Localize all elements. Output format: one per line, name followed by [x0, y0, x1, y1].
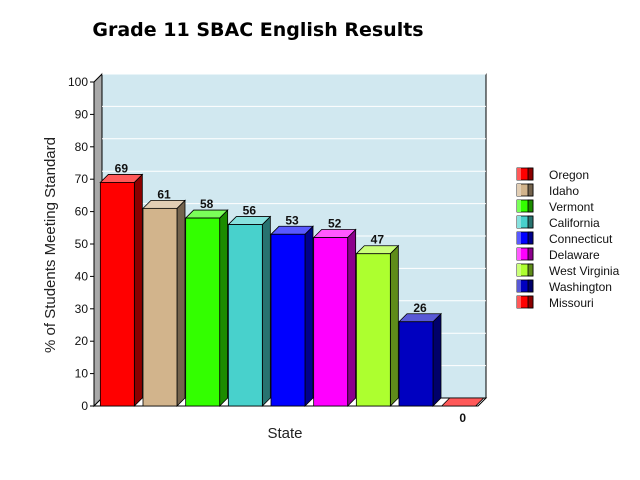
legend-item: Idaho [516, 183, 579, 198]
legend-item: West Virginia [516, 263, 620, 278]
y-tick-label: 40 [75, 269, 89, 283]
bar-front [313, 237, 349, 407]
legend-label: Delaware [549, 248, 600, 262]
bar-front [99, 182, 135, 407]
bar-top [440, 397, 485, 407]
bar-missouri [440, 397, 485, 407]
legend-label: Idaho [549, 184, 579, 198]
bar-side [176, 199, 186, 407]
legend-swatch-side [527, 183, 534, 197]
bar-top [312, 229, 357, 238]
legend-swatch-highlight [517, 248, 521, 260]
y-tick-label: 100 [68, 75, 88, 89]
chart-title: Grade 11 SBAC English Results [92, 19, 423, 41]
legend-swatch-highlight [517, 216, 521, 228]
bar-top [142, 199, 186, 209]
legend-item: Missouri [516, 295, 594, 310]
legend-item: Washington [516, 279, 612, 294]
legend-item: California [516, 215, 600, 230]
data-label: 58 [200, 197, 214, 211]
legend: Oregon Idaho Vermont California Connecticut D… [516, 167, 620, 310]
y-tick-label: 90 [75, 107, 89, 121]
bar-connecticut [270, 225, 314, 407]
data-label: 56 [243, 204, 257, 218]
data-label: 52 [328, 217, 342, 231]
legend-swatch-highlight [517, 168, 521, 180]
legend-swatch-highlight [517, 232, 521, 244]
bar-top [227, 216, 272, 225]
bar-side [133, 173, 143, 407]
bar-top [99, 174, 144, 183]
legend-swatch-highlight [517, 296, 521, 308]
legend-swatch-side [527, 295, 534, 309]
bar-side [389, 244, 399, 407]
y-tick-label: 50 [75, 237, 89, 251]
legend-label: Vermont [549, 200, 594, 214]
bars [99, 173, 485, 407]
bar-front [185, 217, 221, 407]
y-tick-label: 80 [75, 140, 89, 154]
legend-item: Vermont [516, 199, 594, 214]
legend-item: Oregon [516, 167, 589, 182]
bar-vermont [184, 209, 229, 407]
bar-side [219, 209, 229, 407]
bar-side [261, 215, 271, 407]
bar-front [270, 233, 306, 407]
y-tick-label: 70 [75, 172, 89, 186]
legend-label: West Virginia [549, 264, 620, 278]
legend-swatch-side [527, 279, 534, 293]
bar-side [347, 228, 357, 407]
legend-item: Delaware [516, 247, 600, 262]
data-labels: 69 61 58 56 53 52 47 26 0 [115, 161, 467, 425]
data-label: 26 [413, 301, 427, 315]
y-tick-label: 10 [75, 367, 89, 381]
legend-swatch-side [527, 247, 534, 261]
y-tick-label: 60 [75, 205, 89, 219]
bar-delaware [312, 228, 357, 407]
bar-oregon [99, 173, 144, 407]
y-ticks: 0 10 20 30 40 50 60 70 80 90 100 [68, 75, 94, 413]
bar-california [227, 215, 272, 407]
bar-idaho [142, 199, 186, 407]
bar-front [227, 224, 263, 407]
data-label: 69 [115, 161, 129, 175]
legend-item: Connecticut [516, 231, 613, 246]
legend-swatch-side [527, 231, 534, 245]
legend-swatch-highlight [517, 280, 521, 292]
legend-swatch-side [527, 199, 534, 213]
legend-swatch-highlight [517, 264, 521, 276]
legend-swatch-highlight [517, 184, 521, 196]
bar-front [142, 207, 178, 407]
bar-side [432, 312, 442, 407]
legend-swatch-highlight [517, 200, 521, 212]
bar-top [398, 313, 442, 323]
legend-label: California [549, 216, 600, 230]
legend-label: Connecticut [549, 232, 613, 246]
bar-washington [398, 312, 442, 407]
bar-top [270, 225, 314, 235]
bar-west-virginia [355, 244, 400, 407]
legend-label: Washington [549, 280, 612, 294]
legend-label: Oregon [549, 168, 589, 182]
y-axis-label: % of Students Meeting Standard [42, 137, 59, 353]
legend-swatch-side [527, 215, 534, 229]
data-label: 47 [371, 233, 385, 247]
legend-swatch-side [527, 167, 534, 181]
y-tick-label: 20 [75, 334, 89, 348]
y-tick-label: 30 [75, 302, 89, 316]
legend-swatch-side [527, 263, 534, 277]
y-tick-label: 0 [81, 399, 88, 413]
x-axis-label: State [267, 425, 302, 442]
bar-top [355, 245, 400, 255]
data-label: 53 [285, 213, 299, 227]
legend-label: Missouri [549, 296, 594, 310]
bar-front [398, 321, 434, 407]
bar-front [355, 253, 391, 407]
data-label: 61 [157, 187, 171, 201]
data-label: 0 [459, 411, 466, 425]
bar-side [304, 225, 314, 407]
bar-top [184, 209, 229, 219]
